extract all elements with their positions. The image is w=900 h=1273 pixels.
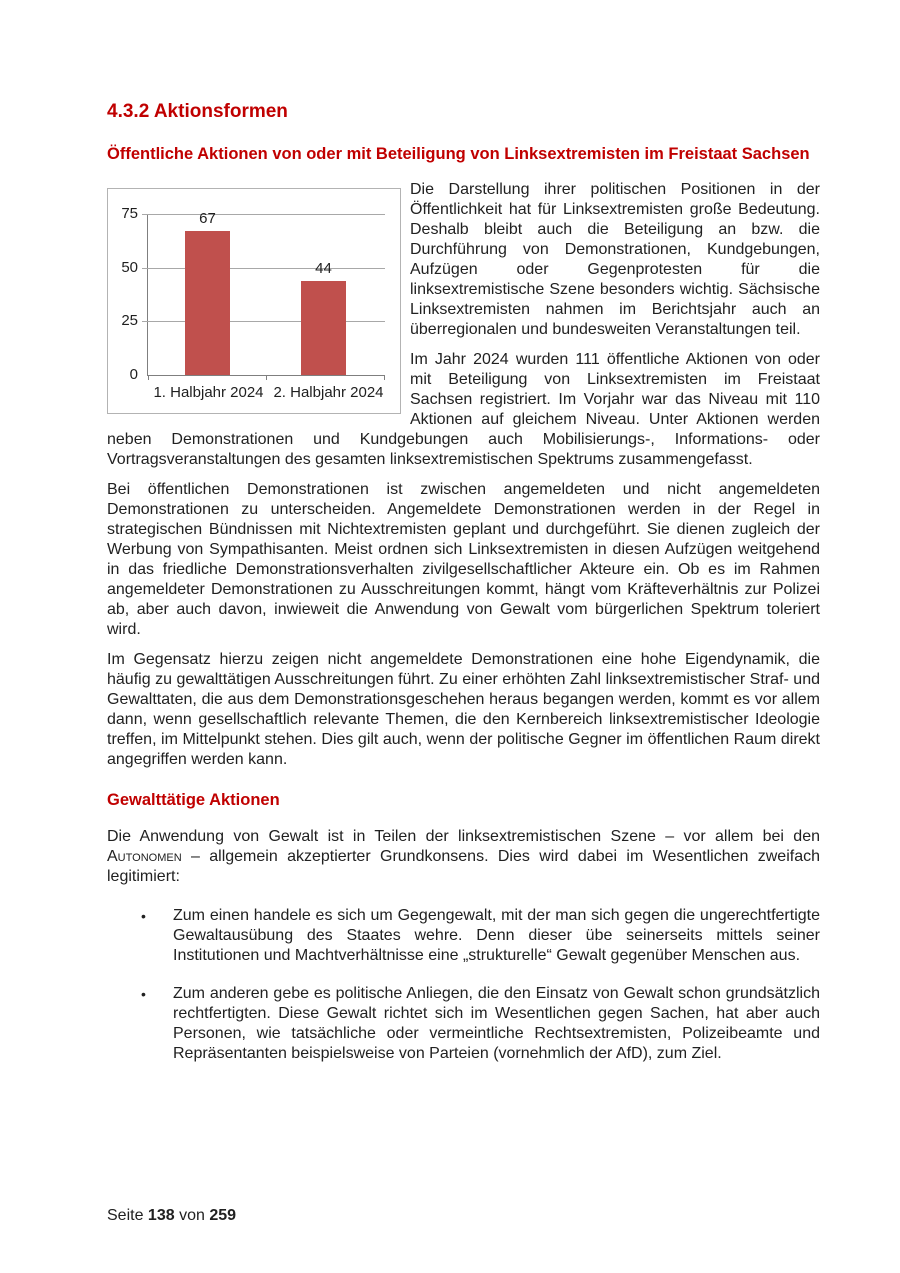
intro-text-part1: Die Anwendung von Gewalt ist in Teilen d… [107, 828, 820, 845]
page-footer: Seite 138 von 259 [107, 1206, 236, 1226]
bullet-icon: • [141, 986, 146, 1002]
bullet-icon: • [141, 908, 146, 924]
y-axis-tick-label: 75 [121, 205, 138, 222]
paragraph-darstellung: Die Darstellung ihrer politischen Positi… [410, 181, 820, 338]
paragraph-demonstrationen: Bei öffentlichen Demonstrationen ist zwi… [107, 481, 820, 638]
gridline [142, 321, 385, 322]
footer-page-number: 138 [147, 1207, 175, 1224]
autonome-smallcaps: Autonomen [107, 848, 182, 865]
list-item: • Zum einen handele es sich um Gegengewa… [141, 906, 820, 966]
bullet-text: Zum anderen gebe es politische Anliegen,… [173, 985, 820, 1062]
violent-intro-paragraph: Die Anwendung von Gewalt ist in Teilen d… [107, 827, 820, 887]
x-axis-tick [384, 375, 385, 380]
section-heading: 4.3.2 Aktionsformen [107, 101, 288, 122]
list-item: • Zum anderen gebe es politische Anliege… [141, 984, 820, 1064]
y-axis-tick-label: 50 [121, 259, 138, 276]
bar-value-label: 44 [315, 259, 332, 277]
bar-value-label: 67 [199, 210, 216, 228]
footer-label-seite: Seite [107, 1207, 144, 1224]
category-label: 1. Halbjahr 2024 [153, 384, 264, 401]
gridline [142, 214, 385, 215]
chart-bar-halbjahr2 [301, 280, 346, 375]
intro-text-part2: – allgemein akzeptierter Grundkonsens. D… [107, 848, 820, 885]
paragraph-jahr-2024: Im Jahr 2024 wurden 111 öffentliche Akti… [107, 351, 820, 468]
bullet-list: • Zum einen handele es sich um Gegengewa… [141, 906, 820, 1064]
chart-bar-halbjahr1 [185, 231, 230, 375]
y-axis-tick-label: 0 [129, 366, 138, 383]
paragraph-eigendynamik: Im Gegensatz hierzu zeigen nicht angemel… [107, 651, 820, 768]
violent-actions-heading: Gewalttätige Aktionen [107, 791, 280, 809]
footer-total-pages: 259 [209, 1207, 237, 1224]
bullet-text: Zum einen handele es sich um Gegengewalt… [173, 907, 820, 964]
footer-label-von: von [179, 1207, 205, 1224]
text-flow: 75 50 25 0 67 44 1. Halbjahr 2024 [107, 180, 820, 770]
chart-plot-area: 67 44 [142, 210, 385, 380]
gridline [142, 268, 385, 269]
section-subheading: Öffentliche Aktionen von oder mit Beteil… [107, 145, 810, 163]
x-axis-tick [266, 375, 267, 380]
y-axis-tick-label: 25 [121, 312, 138, 329]
x-axis-tick [148, 375, 149, 380]
bar-chart: 75 50 25 0 67 44 1. Halbjahr 2024 [107, 188, 401, 414]
page-content: 4.3.2 Aktionsformen Öffentliche Aktionen… [107, 101, 820, 1064]
category-label: 2. Halbjahr 2024 [273, 384, 384, 401]
